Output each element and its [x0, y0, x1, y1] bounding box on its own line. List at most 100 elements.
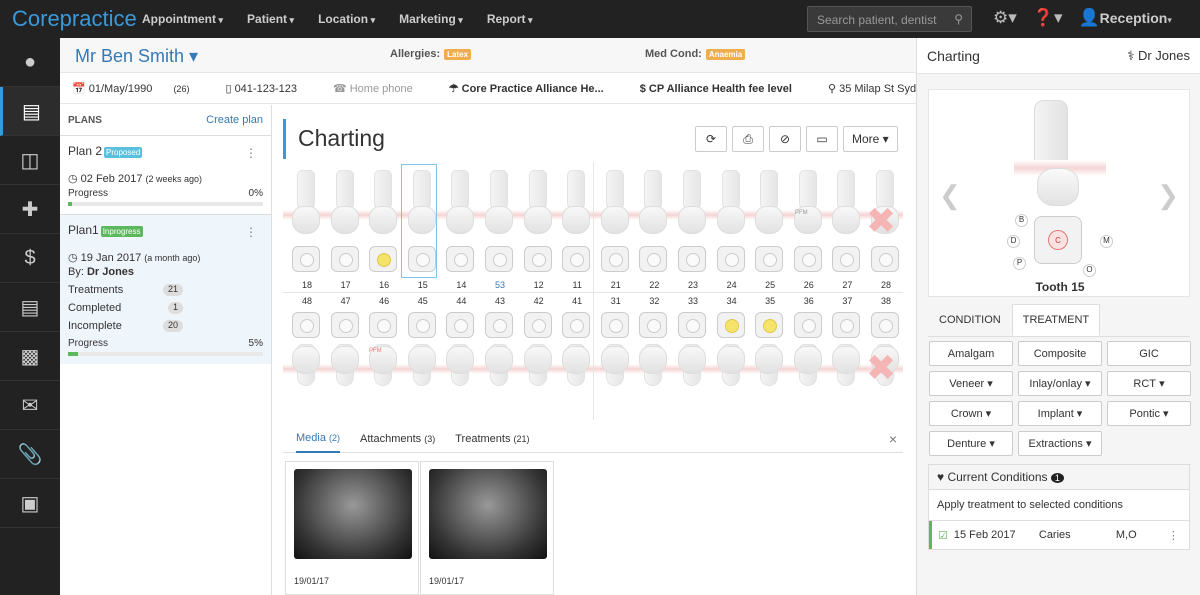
inlay-onlay-button[interactable]: Inlay/onlay ▾: [1018, 371, 1102, 396]
occlusal-view[interactable]: [562, 246, 591, 272]
occlusal-view[interactable]: [446, 246, 475, 272]
dental-chart[interactable]: 18 17 16 15 14 53 12 11 21 22 23 24 25 26 27 28 48 47 46 4…: [283, 162, 903, 420]
occlusal-view[interactable]: [716, 246, 745, 272]
refresh-button[interactable]: ⟳: [695, 126, 727, 152]
dollar-icon[interactable]: $: [0, 234, 60, 283]
occlusal-view[interactable]: [871, 246, 899, 272]
document-icon[interactable]: ▤: [0, 283, 60, 332]
nav-appointment[interactable]: Appointment: [142, 12, 223, 26]
occlusal-view[interactable]: [523, 246, 552, 272]
occlusal-view[interactable]: [678, 246, 706, 272]
tab-treatment[interactable]: TREATMENT: [1011, 304, 1101, 336]
occlusal-view[interactable]: [292, 312, 320, 338]
occlusal-view[interactable]: [330, 246, 359, 272]
nav-report[interactable]: Report: [487, 12, 533, 26]
mail-icon[interactable]: ✉: [0, 381, 60, 430]
prev-arrow-icon[interactable]: ❮: [939, 180, 961, 210]
pontic-button[interactable]: Pontic ▾: [1107, 401, 1191, 426]
occlusal-view[interactable]: [600, 312, 629, 338]
eraser-button[interactable]: ▭: [806, 126, 838, 152]
denture-button[interactable]: Denture ▾: [929, 431, 1013, 456]
surface-map[interactable]: C: [1034, 216, 1082, 264]
settings-icon[interactable]: ⚙▾: [993, 8, 1017, 27]
occlusal-view[interactable]: [485, 246, 513, 272]
mobile[interactable]: ▯ 041-123-123: [225, 83, 297, 95]
occlusal-view[interactable]: [407, 312, 436, 338]
implant-button[interactable]: Implant ▾: [1018, 401, 1102, 426]
more-icon[interactable]: ⋮: [1167, 529, 1179, 542]
occlusal-view[interactable]: [755, 246, 784, 272]
occlusal-view[interactable]: [639, 246, 668, 272]
search-icon[interactable]: ⚲: [954, 12, 963, 26]
occlusal-view[interactable]: [369, 246, 398, 272]
occlusal-view[interactable]: [600, 246, 629, 272]
dentist-name[interactable]: ⚕ Dr Jones: [1127, 47, 1190, 63]
medkit-icon[interactable]: ✚: [0, 185, 60, 234]
home-phone[interactable]: ☎ Home phone: [332, 83, 413, 95]
occlusal-view[interactable]: [871, 312, 899, 338]
rct-button[interactable]: RCT ▾: [1107, 371, 1191, 396]
occlusal-view[interactable]: [832, 312, 861, 338]
xray-thumbnail[interactable]: 19/01/17: [285, 461, 419, 595]
tab-attachments[interactable]: Attachments (3): [360, 433, 435, 445]
nav-marketing[interactable]: Marketing: [399, 12, 463, 26]
occlusal-view[interactable]: [523, 312, 552, 338]
amalgam-button[interactable]: Amalgam: [929, 341, 1013, 366]
occlusal-view[interactable]: [678, 312, 706, 338]
xray-thumbnail[interactable]: 19/01/17: [420, 461, 554, 595]
crown-button[interactable]: Crown ▾: [929, 401, 1013, 426]
occlusal-view[interactable]: [446, 312, 475, 338]
occlusal-view[interactable]: [407, 246, 436, 272]
nav-location[interactable]: Location: [318, 12, 375, 26]
surface-d[interactable]: D: [1007, 235, 1020, 248]
money-icon[interactable]: ▩: [0, 332, 60, 381]
brand-logo[interactable]: Corepractice: [12, 6, 137, 31]
xray-image: [294, 469, 412, 559]
occlusal-view[interactable]: [330, 312, 359, 338]
help-icon[interactable]: ❓▾: [1032, 8, 1063, 27]
surface-o[interactable]: O: [1083, 264, 1096, 277]
next-arrow-icon[interactable]: ❯: [1157, 180, 1179, 210]
surface-p[interactable]: P: [1013, 257, 1026, 270]
occlusal-view[interactable]: [639, 312, 668, 338]
veneer-button[interactable]: Veneer ▾: [929, 371, 1013, 396]
create-plan-link[interactable]: Create plan: [206, 114, 263, 126]
surface-b[interactable]: B: [1015, 214, 1028, 227]
user-icon[interactable]: ●: [0, 38, 60, 87]
extractions-button[interactable]: Extractions ▾: [1018, 431, 1102, 456]
occlusal-view[interactable]: [562, 312, 591, 338]
more-button[interactable]: More ▾: [843, 126, 898, 152]
patient-name[interactable]: Mr Ben Smith ▾: [75, 46, 199, 66]
checkbox-icon[interactable]: ☑: [938, 529, 948, 542]
print-button[interactable]: ⎙: [732, 126, 764, 152]
occlusal-view[interactable]: [485, 312, 513, 338]
more-icon[interactable]: ⋮: [245, 146, 257, 160]
block-button[interactable]: ⊘: [769, 126, 801, 152]
paperclip-icon[interactable]: 📎: [0, 430, 60, 479]
tab-media[interactable]: Media (2): [296, 425, 341, 453]
occlusal-view[interactable]: [832, 246, 861, 272]
plan-card[interactable]: Plan 2 Proposed ⋮ ◷ 02 Feb 2017 (2 weeks …: [60, 135, 271, 214]
surface-m[interactable]: M: [1100, 235, 1113, 248]
chart-icon[interactable]: ▤: [0, 87, 60, 136]
tab-treatments[interactable]: Treatments (21): [455, 433, 529, 445]
composite-button[interactable]: Composite: [1018, 341, 1102, 366]
gic-button[interactable]: GIC: [1107, 341, 1191, 366]
surface-c[interactable]: C: [1048, 230, 1068, 250]
user-menu[interactable]: 👤Reception▾: [1078, 8, 1172, 27]
close-icon[interactable]: ×: [888, 430, 897, 447]
image-icon[interactable]: ▣: [0, 479, 60, 528]
copy-icon[interactable]: ◫: [0, 136, 60, 185]
search-input[interactable]: Search patient, dentist ⚲: [807, 6, 972, 32]
tab-condition[interactable]: CONDITION: [939, 314, 1001, 326]
occlusal-view[interactable]: [292, 246, 320, 272]
occlusal-view[interactable]: [793, 246, 822, 272]
occlusal-view[interactable]: [755, 312, 784, 338]
occlusal-view[interactable]: [793, 312, 822, 338]
occlusal-view[interactable]: [369, 312, 398, 338]
nav-patient[interactable]: Patient: [247, 12, 294, 26]
condition-row[interactable]: ☑ 15 Feb 2017 Caries M,O ⋮: [929, 521, 1189, 549]
occlusal-view[interactable]: [716, 312, 745, 338]
more-icon[interactable]: ⋮: [245, 225, 257, 239]
plan-card[interactable]: Plan1 Inprogress ⋮ ◷ 19 Jan 2017 (a month…: [60, 214, 271, 364]
